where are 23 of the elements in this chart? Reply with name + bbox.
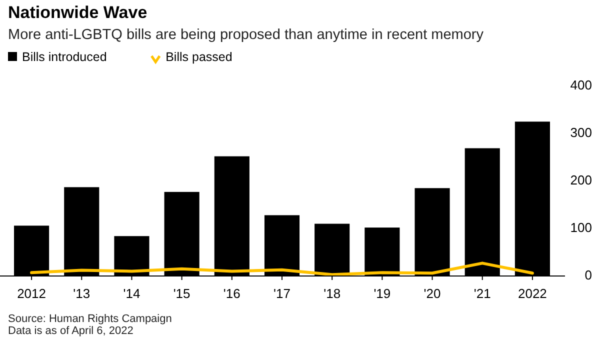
x-tick-label: '21 <box>474 286 491 301</box>
chart-title: Nationwide Wave <box>8 3 148 22</box>
y-tick-label: 200 <box>570 172 592 188</box>
x-tick-label: '16 <box>223 286 240 301</box>
x-tick-label: '20 <box>424 286 441 301</box>
x-tick-label: '18 <box>324 286 341 301</box>
legend-label: Bills passed <box>166 50 232 64</box>
text: Data is as of April 6, 2022 <box>8 325 134 337</box>
y-tick-label: 100 <box>570 220 592 235</box>
x-tick-label: '15 <box>173 286 190 301</box>
x-tick-label: '13 <box>73 286 90 301</box>
x-tick-label: 2022 <box>518 286 547 301</box>
x-tick-label: '14 <box>123 286 140 301</box>
y-tick-label: 400 <box>570 77 592 92</box>
legend-label: Bills introduced <box>22 50 107 64</box>
x-tick-label: '19 <box>374 286 391 301</box>
source-note: Source: Human Rights Campaign <box>8 313 172 325</box>
line-series <box>30 262 534 276</box>
y-tick-label: 0 <box>584 267 592 282</box>
chart-subtitle: More anti-LGBTQ bills are being proposed than anytime in recent memory <box>8 27 484 43</box>
y-tick-label: 300 <box>570 124 592 140</box>
x-tick-label: '17 <box>274 286 290 301</box>
x-tick-label: 2012 <box>17 286 46 301</box>
